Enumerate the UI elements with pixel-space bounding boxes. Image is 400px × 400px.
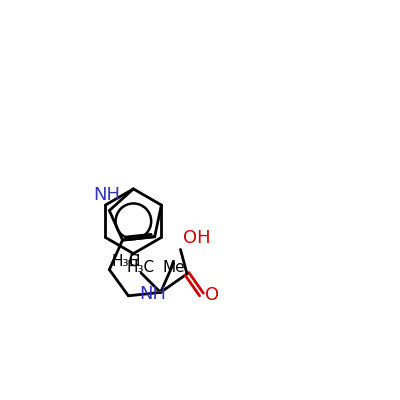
Text: Me: Me [162, 260, 185, 276]
Text: NH: NH [93, 186, 120, 204]
Text: H₃C: H₃C [126, 260, 154, 276]
Text: NH: NH [139, 285, 166, 303]
Text: O: O [204, 286, 219, 304]
Text: OH: OH [183, 229, 210, 247]
Text: H: H [128, 254, 140, 269]
Text: H₃C: H₃C [112, 254, 140, 269]
